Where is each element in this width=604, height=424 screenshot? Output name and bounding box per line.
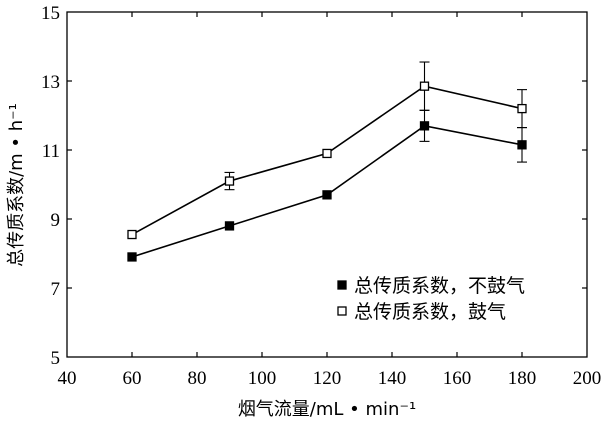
data-point <box>419 121 430 131</box>
x-tick-label: 120 <box>313 368 342 389</box>
data-point <box>127 229 137 240</box>
x-tick-label: 200 <box>573 368 602 389</box>
x-axis-title: 烟气流量/mL • min⁻¹ <box>238 399 416 420</box>
y-axis-title: 总传质系数/m • h⁻¹ <box>6 103 27 267</box>
y-tick-label: 11 <box>42 141 60 162</box>
data-point <box>322 148 332 159</box>
series-line <box>131 85 523 236</box>
x-tick-label: 60 <box>123 368 142 389</box>
x-tick-label: 140 <box>378 368 407 389</box>
legend-marker <box>337 280 347 290</box>
y-tick-label: 7 <box>51 279 61 300</box>
data-point <box>517 103 527 114</box>
y-tick-label: 13 <box>41 72 60 93</box>
x-tick-label: 40 <box>58 368 77 389</box>
legend-label: 总传质系数，不鼓气 <box>354 275 525 297</box>
plot-frame <box>66 11 588 358</box>
series-layer <box>127 61 527 262</box>
legend-label: 总传质系数，鼓气 <box>354 301 506 323</box>
legend-marker <box>337 306 347 316</box>
series-2 <box>127 61 527 240</box>
x-tick-label: 100 <box>248 368 277 389</box>
x-tick-label: 80 <box>188 368 207 389</box>
y-tick-label: 15 <box>41 3 60 24</box>
y-tick-label: 5 <box>51 348 61 369</box>
data-point <box>224 221 235 231</box>
data-point <box>517 140 527 150</box>
data-point <box>224 176 235 186</box>
data-point <box>322 190 332 200</box>
data-point <box>419 81 430 91</box>
x-tick-label: 160 <box>443 368 472 389</box>
x-tick-label: 180 <box>508 368 537 389</box>
data-point <box>127 252 137 262</box>
series-1 <box>127 109 527 262</box>
axes: 40 60 80 100 120 140 160 180 200 5 7 9 11 13 15 <box>41 3 601 389</box>
y-tick-label: 9 <box>51 210 61 231</box>
